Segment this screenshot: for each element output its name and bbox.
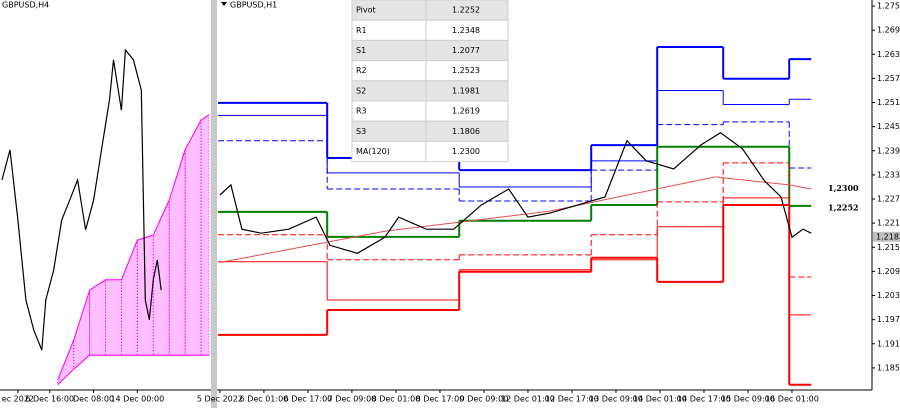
y-tick-label: 1.2515: [877, 98, 900, 107]
level-annotation: 1,2252: [828, 202, 859, 212]
cloud-segment: [105, 279, 122, 356]
x-tick-label: 12 Dec 01:00: [501, 395, 555, 404]
y-tick-label: 1.1975: [877, 315, 900, 324]
table-row: [351, 39, 509, 62]
x-tick-label: 6 Dec 16:00: [25, 395, 74, 404]
table-row: [351, 100, 509, 122]
x-tick-label: 5 Dec 2022: [197, 395, 243, 404]
x-tick-label: 14 Dec 17:00: [677, 395, 731, 404]
cloud-segment: [152, 199, 170, 356]
cloud-segment: [184, 119, 202, 356]
x-tick-label: 12 Dec 17:00: [545, 395, 599, 404]
table-cell: 1.2523: [452, 66, 480, 75]
y-tick-label: 1.2575: [877, 74, 900, 83]
last-price-box: [873, 231, 900, 242]
price-line: [1, 48, 162, 351]
x-tick-label: 8 Dec 17:00: [416, 395, 465, 404]
x-tick-label: ec 2022: [2, 395, 34, 404]
table-cell: R2: [356, 66, 367, 75]
x-tick-label: 16 Dec 01:00: [765, 395, 819, 404]
y-tick-label: 1.2215: [877, 219, 900, 228]
y-tick-label: 1.2455: [877, 122, 900, 131]
y-tick-label: 1.2035: [877, 291, 900, 300]
x-tick-label: 8 Dec 01:00: [372, 395, 421, 404]
panel-separator: [211, 0, 217, 408]
x-tick-label: 7 Dec 09:00: [328, 395, 377, 404]
y-tick-label: 1.1915: [877, 339, 900, 348]
table-cell: S1: [356, 46, 366, 55]
table-row: [351, 19, 509, 41]
x-tick-label: 14 Dec 00:00: [110, 395, 164, 404]
chart-title: GBPUSD,H4: [2, 1, 49, 10]
y-tick-label: 1.2755: [877, 2, 900, 11]
moving-average: [219, 176, 812, 263]
y-tick-label: 1.2395: [877, 146, 900, 155]
cloud-segment: [200, 113, 210, 356]
table-row: [351, 140, 509, 163]
y-tick-label: 1.2695: [877, 26, 900, 35]
x-tick-label: 15 Dec 09:00: [721, 395, 775, 404]
table-cell: Pivot: [356, 6, 376, 15]
y-tick-label: 1.1855: [877, 363, 900, 372]
table-cell: 1.2077: [452, 46, 480, 55]
price-line: [219, 131, 812, 254]
table-cell: 1.2619: [452, 107, 480, 116]
cloud-upper: [57, 114, 210, 381]
x-tick-label: Dec 08:00: [73, 395, 114, 404]
x-tick-label: 13 Dec 09:00: [589, 395, 643, 404]
table-cell: R3: [356, 107, 367, 116]
table-cell: R1: [356, 26, 367, 35]
cloud-lower: [57, 354, 209, 386]
table-cell: 1.2348: [452, 26, 480, 35]
title-marker: [221, 2, 227, 6]
table-cell: S3: [356, 127, 366, 136]
table-row: [351, 60, 509, 82]
x-tick-label: 9 Dec 09:00: [460, 395, 509, 404]
table-cell: MA(120): [356, 147, 390, 156]
y-tick-label: 1.2155: [877, 243, 900, 252]
chart-title: GBPUSD,H1: [230, 1, 277, 10]
level-annotation: 1,2300: [828, 183, 859, 193]
x-tick-label: 6 Dec 01:00: [240, 395, 289, 404]
x-tick-label: 14 Dec 01:00: [633, 395, 687, 404]
table-cell: 1.2300: [452, 147, 480, 156]
y-tick-label: 1.2095: [877, 267, 900, 276]
table-cell: 1.2252: [452, 6, 480, 15]
y-tick-label: 1.2275: [877, 195, 900, 204]
y-tick-label: 1.2335: [877, 170, 900, 179]
y-tick-label: 1.2635: [877, 50, 900, 59]
table-row: [351, 80, 509, 102]
cloud-segment: [89, 278, 106, 356]
table-cell: 1.1981: [452, 86, 480, 95]
table-row: [351, 120, 509, 142]
x-tick-label: 6 Dec 17:00: [284, 395, 333, 404]
table-cell: S2: [356, 86, 366, 95]
cloud-segment: [120, 240, 138, 356]
table-cell: 1.1806: [452, 127, 480, 136]
